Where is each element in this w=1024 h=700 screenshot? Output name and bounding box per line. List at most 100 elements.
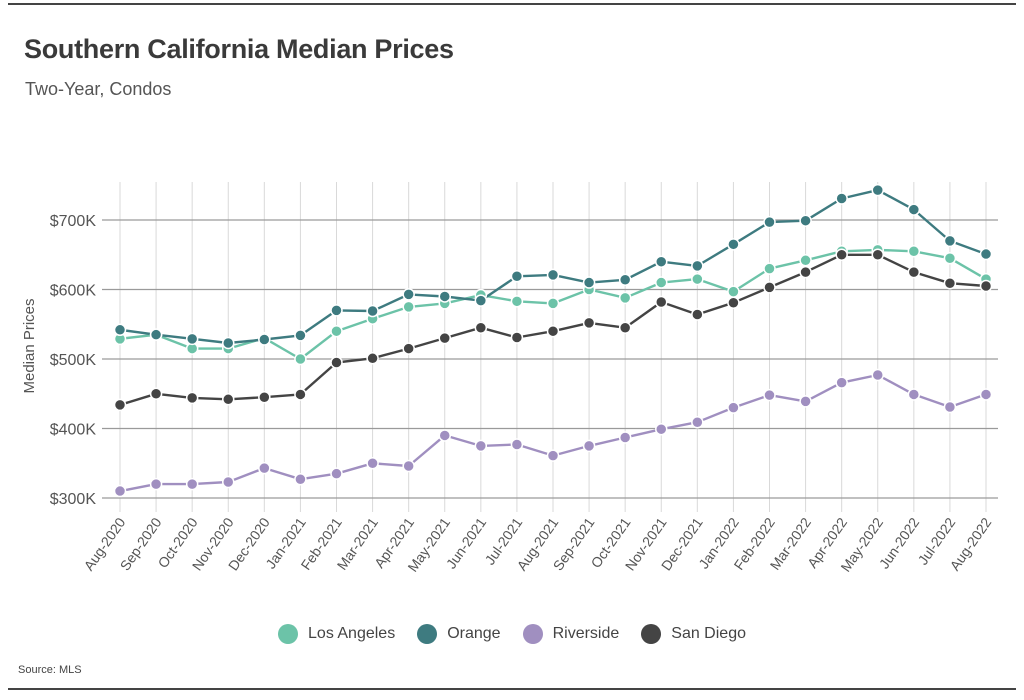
data-point-san-diego [113, 398, 127, 412]
legend-item-san-diego: San Diego [641, 624, 746, 644]
data-point-orange [763, 215, 776, 229]
y-axis-label: Median Prices [21, 298, 38, 393]
data-point-orange [258, 333, 271, 346]
data-point-riverside [185, 477, 199, 491]
chart-legend: Los Angeles Orange Riverside San Diego [0, 624, 1024, 644]
y-axis: $300K $400K $500K $600K $700K [50, 213, 998, 508]
legend-item-los-angeles: Los Angeles [278, 624, 395, 644]
chart-subtitle: Two-Year, Condos [25, 79, 172, 99]
data-point-riverside [330, 467, 343, 480]
data-point-san-diego [510, 331, 524, 344]
data-point-san-diego [582, 316, 596, 330]
legend-item-riverside: Riverside [522, 624, 620, 644]
y-tick-label: $700K [50, 213, 97, 230]
legend-swatch [417, 624, 438, 644]
data-point-riverside [691, 415, 704, 429]
data-point-riverside [113, 484, 127, 498]
data-point-san-diego [294, 388, 307, 401]
data-point-riverside [907, 388, 921, 401]
data-point-riverside [258, 461, 271, 475]
data-point-san-diego [222, 393, 235, 406]
data-point-orange [655, 255, 668, 268]
legend-label: San Diego [671, 625, 746, 642]
top-rule [8, 3, 1016, 5]
data-point-san-diego [366, 352, 379, 365]
data-point-riverside [943, 400, 957, 414]
legend-label: Orange [447, 625, 501, 642]
legend-item-orange: Orange [417, 624, 501, 644]
data-point-riverside [979, 388, 993, 401]
data-point-los-angeles [618, 291, 632, 305]
data-point-los-angeles [763, 262, 776, 275]
data-point-riverside [727, 401, 740, 414]
data-point-orange [149, 328, 163, 341]
data-point-riverside [618, 431, 632, 444]
data-point-san-diego [943, 276, 957, 290]
data-point-san-diego [546, 324, 560, 338]
data-point-los-angeles [727, 285, 740, 298]
data-point-los-angeles [330, 324, 343, 338]
data-point-san-diego [763, 281, 776, 294]
data-point-los-angeles [943, 251, 957, 265]
bottom-rule [8, 688, 1016, 690]
y-tick-label: $400K [50, 422, 97, 439]
data-point-orange [113, 323, 127, 337]
data-point-riverside [510, 438, 524, 451]
data-point-orange [366, 304, 379, 318]
data-point-los-angeles [655, 276, 668, 289]
data-point-riverside [835, 376, 848, 389]
data-point-riverside [763, 388, 776, 402]
legend-swatch [522, 624, 543, 644]
grid-lines [119, 182, 987, 512]
data-point-riverside [582, 439, 596, 453]
data-point-orange [402, 288, 415, 301]
data-point-san-diego [402, 342, 415, 355]
data-point-san-diego [330, 356, 343, 369]
data-point-riverside [655, 422, 668, 436]
data-point-san-diego [835, 248, 848, 261]
data-point-riverside [294, 472, 307, 486]
data-point-los-angeles [294, 352, 307, 366]
data-point-san-diego [655, 295, 668, 309]
x-axis: Aug-2020Sep-2020Oct-2020Nov-2020Dec-2020… [81, 514, 995, 574]
data-point-san-diego [438, 331, 451, 345]
data-point-riverside [149, 477, 163, 491]
legend-label: Riverside [552, 625, 620, 642]
data-point-san-diego [258, 390, 271, 404]
data-point-san-diego [727, 296, 740, 309]
y-tick-label: $300K [50, 491, 97, 508]
data-point-san-diego [474, 321, 488, 334]
data-point-orange [474, 294, 488, 307]
legend-swatch [641, 624, 662, 644]
legend-swatch [278, 624, 299, 644]
data-point-san-diego [979, 279, 993, 293]
data-point-los-angeles [691, 272, 704, 286]
data-point-orange [907, 203, 921, 216]
data-point-san-diego [691, 308, 704, 321]
data-point-san-diego [618, 321, 632, 334]
data-point-orange [979, 247, 993, 261]
data-point-riverside [546, 449, 560, 462]
data-point-san-diego [907, 265, 921, 279]
data-point-san-diego [149, 387, 163, 400]
data-point-orange [185, 332, 199, 346]
data-point-riverside [799, 395, 812, 408]
data-point-san-diego [185, 391, 199, 405]
data-point-riverside [871, 368, 884, 382]
data-point-orange [330, 304, 343, 317]
data-point-orange [727, 238, 740, 251]
data-point-los-angeles [799, 254, 812, 267]
data-point-los-angeles [546, 297, 560, 310]
data-point-orange [294, 329, 307, 342]
data-point-orange [510, 270, 524, 283]
source-note: Source: MLS [18, 664, 82, 676]
data-point-orange [835, 192, 848, 205]
data-point-orange [691, 259, 704, 273]
data-point-los-angeles [510, 295, 524, 308]
data-point-orange [943, 234, 957, 248]
data-point-san-diego [871, 248, 884, 261]
y-tick-label: $500K [50, 352, 97, 369]
data-point-san-diego [799, 265, 812, 279]
series-points [113, 183, 993, 498]
data-point-riverside [402, 459, 415, 473]
